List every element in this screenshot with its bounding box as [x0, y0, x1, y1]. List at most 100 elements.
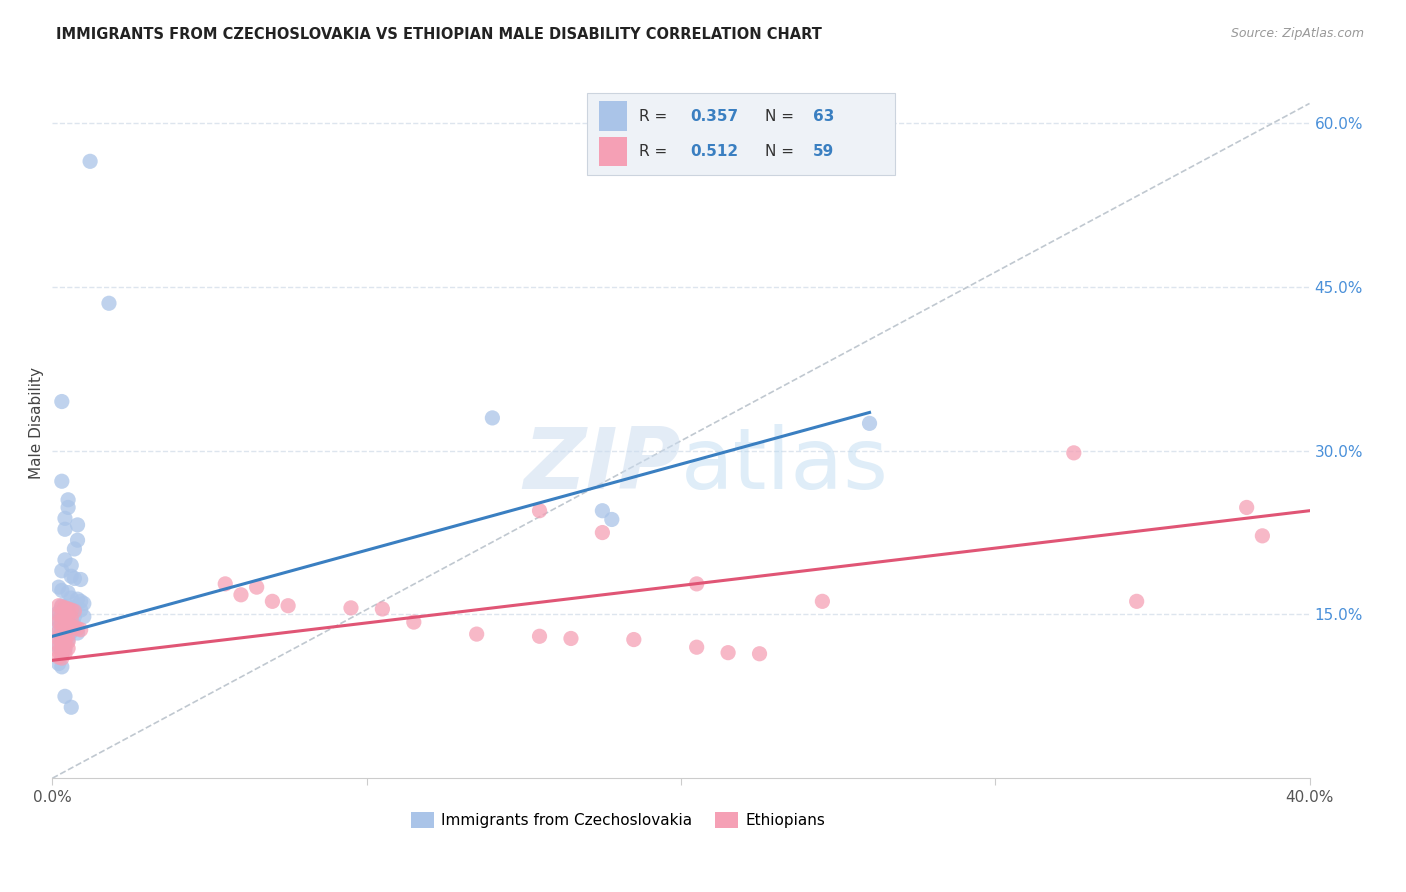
Point: [51, 607, 73, 621]
Point: [56, 611, 79, 625]
Point: [79, 154, 101, 169]
Point: [48, 580, 70, 594]
Point: [53, 522, 76, 536]
Point: [53, 623, 76, 637]
Point: [66, 592, 89, 607]
Point: [56, 585, 79, 599]
Point: [63, 609, 86, 624]
Point: [73, 609, 96, 624]
Point: [51, 641, 73, 656]
Point: [66, 626, 89, 640]
Point: [51, 475, 73, 489]
Point: [53, 627, 76, 641]
Point: [51, 660, 73, 674]
Point: [56, 641, 79, 656]
Point: [63, 602, 86, 616]
Legend: Immigrants from Czechoslovakia, Ethiopians: Immigrants from Czechoslovakia, Ethiopia…: [405, 806, 832, 834]
FancyBboxPatch shape: [586, 94, 894, 175]
Text: 63: 63: [813, 109, 834, 124]
Point: [246, 580, 269, 594]
Point: [60, 700, 83, 714]
Point: [53, 640, 76, 655]
Point: [48, 638, 70, 652]
Point: [60, 569, 83, 583]
Point: [600, 512, 623, 526]
Point: [748, 647, 770, 661]
Point: [481, 411, 503, 425]
Point: [69, 603, 91, 617]
Point: [529, 504, 551, 518]
Point: [56, 618, 79, 632]
Text: Source: ZipAtlas.com: Source: ZipAtlas.com: [1230, 27, 1364, 40]
Point: [69, 594, 91, 608]
Point: [51, 614, 73, 628]
Point: [56, 634, 79, 648]
Point: [53, 615, 76, 629]
Point: [60, 619, 83, 633]
FancyBboxPatch shape: [599, 136, 627, 167]
Point: [48, 650, 70, 665]
Point: [529, 629, 551, 643]
Point: [48, 615, 70, 629]
Point: [591, 525, 613, 540]
Point: [53, 600, 76, 615]
Point: [685, 577, 707, 591]
Point: [60, 591, 83, 605]
Point: [51, 394, 73, 409]
Point: [63, 621, 86, 635]
Text: 0.357: 0.357: [690, 109, 738, 124]
Point: [277, 599, 299, 613]
Point: [60, 600, 83, 615]
Point: [63, 571, 86, 585]
Point: [51, 564, 73, 578]
Point: [63, 604, 86, 618]
Point: [51, 583, 73, 598]
Point: [51, 639, 73, 653]
Point: [48, 599, 70, 613]
Point: [1063, 446, 1085, 460]
Point: [48, 632, 70, 646]
Point: [51, 599, 73, 614]
Point: [63, 618, 86, 632]
Point: [214, 577, 236, 591]
Point: [465, 627, 488, 641]
Point: [48, 629, 70, 643]
Point: [66, 622, 89, 636]
Point: [48, 607, 70, 622]
Point: [623, 632, 645, 647]
Point: [811, 594, 834, 608]
Point: [53, 690, 76, 704]
Point: [51, 632, 73, 647]
Point: [402, 615, 425, 629]
Point: [60, 624, 83, 639]
Point: [66, 517, 89, 532]
Point: [97, 296, 120, 310]
Text: R =: R =: [640, 144, 672, 159]
Point: [229, 588, 252, 602]
Point: [717, 646, 740, 660]
Text: 59: 59: [813, 144, 834, 159]
Point: [56, 624, 79, 638]
Text: IMMIGRANTS FROM CZECHOSLOVAKIA VS ETHIOPIAN MALE DISABILITY CORRELATION CHART: IMMIGRANTS FROM CZECHOSLOVAKIA VS ETHIOP…: [56, 27, 823, 42]
Text: R =: R =: [640, 109, 672, 124]
Point: [60, 558, 83, 573]
Point: [56, 616, 79, 631]
Point: [51, 631, 73, 645]
Y-axis label: Male Disability: Male Disability: [30, 368, 44, 479]
Point: [73, 597, 96, 611]
Point: [53, 607, 76, 622]
Point: [53, 553, 76, 567]
Point: [53, 633, 76, 648]
Point: [56, 602, 79, 616]
Point: [560, 632, 582, 646]
Point: [48, 657, 70, 671]
Point: [51, 599, 73, 613]
Point: [51, 608, 73, 623]
Point: [69, 623, 91, 637]
Point: [53, 599, 76, 614]
Point: [48, 624, 70, 639]
Text: N =: N =: [765, 109, 799, 124]
Point: [60, 603, 83, 617]
Point: [1236, 500, 1258, 515]
Point: [51, 651, 73, 665]
